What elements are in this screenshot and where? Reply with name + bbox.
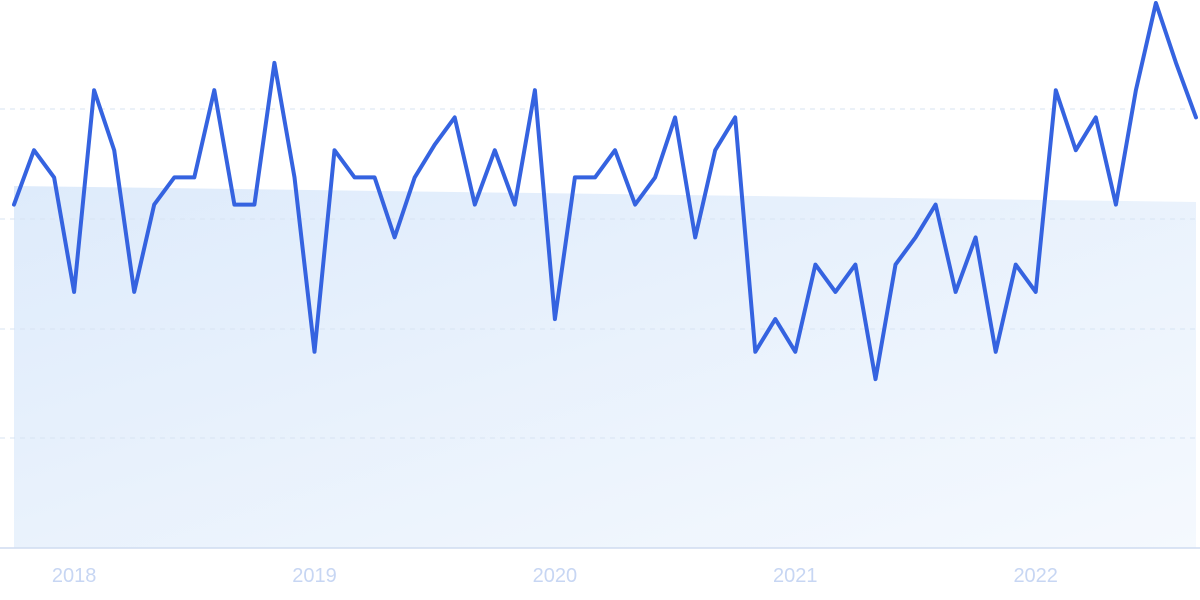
x-tick-label: 2020	[533, 565, 578, 587]
x-tick-label: 2022	[1013, 565, 1058, 587]
line-layer	[12, 1, 1198, 382]
x-tick-label: 2018	[52, 565, 97, 587]
x-tick-label: 2019	[292, 565, 337, 587]
area-layer	[14, 186, 1196, 548]
tick-layer: 2018 2019 2020 2021 2022	[52, 565, 1058, 587]
x-tick-label: 2021	[773, 565, 818, 587]
area-fill	[14, 186, 1196, 548]
grid-layer	[0, 108, 1200, 549]
series-line	[12, 1, 1198, 382]
